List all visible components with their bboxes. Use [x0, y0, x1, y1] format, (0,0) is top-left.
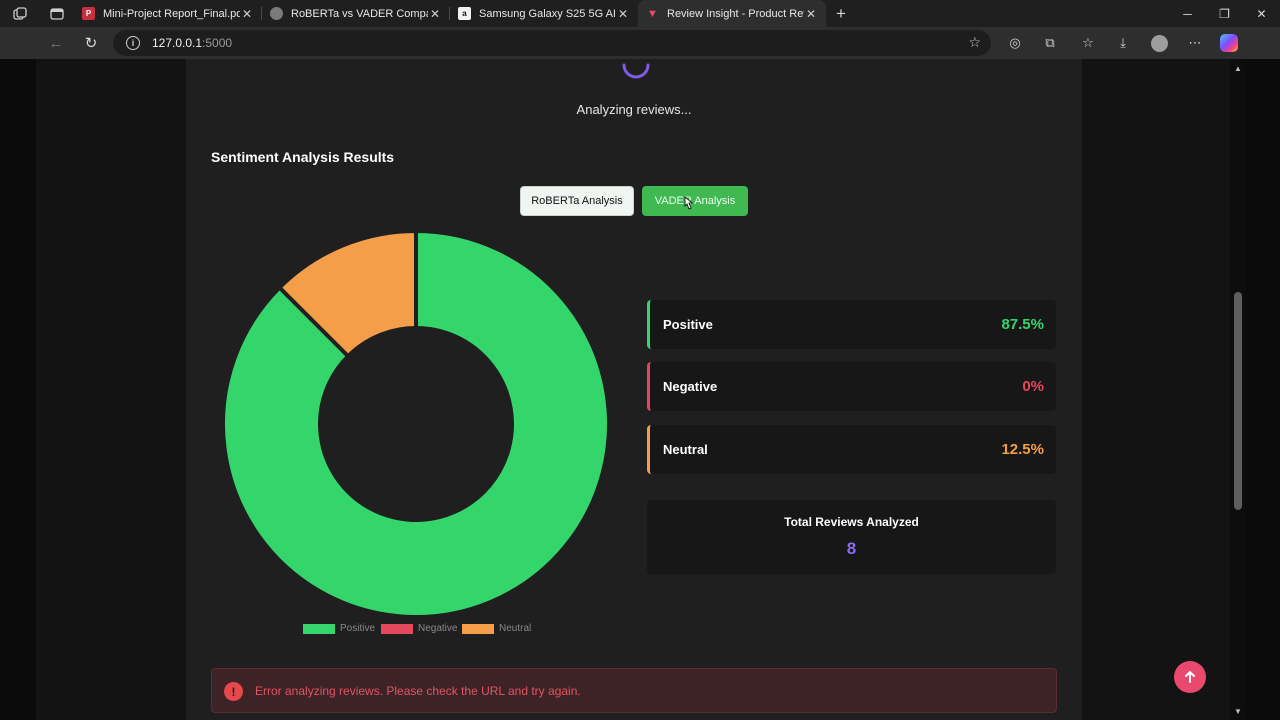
- arrow-up-icon: [1185, 671, 1195, 683]
- error-alert: ! Error analyzing reviews. Please check …: [211, 668, 1057, 713]
- viewport-margin-right: [1246, 59, 1280, 720]
- results-container: Analyzing reviews... Sentiment Analysis …: [186, 59, 1082, 720]
- more-menu-icon[interactable]: ⋯: [1188, 35, 1202, 50]
- viewport-margin-left: [0, 59, 36, 720]
- new-tab-button[interactable]: +: [836, 3, 846, 23]
- loading-spinner: [622, 63, 650, 79]
- tab-amazon-product[interactable]: a Samsung Galaxy S25 5G AI Smartphone ✕: [450, 0, 638, 27]
- negative-stat-card: Negative 0%: [647, 362, 1056, 411]
- tab-review-insight[interactable]: ▼ Review Insight - Product Reviews ✕: [638, 0, 826, 27]
- total-label: Total Reviews Analyzed: [784, 515, 919, 529]
- copilot-icon[interactable]: [1218, 33, 1240, 53]
- browser-toolbar: ← ↻ i 127.0.0.1:5000 ☆ ◎ ⧉ ☆ ⤓ ⋯: [0, 27, 1280, 59]
- scroll-up-icon[interactable]: ▲: [1234, 63, 1242, 73]
- minimize-icon[interactable]: ─: [1183, 6, 1192, 21]
- sentiment-donut-chart: [223, 229, 611, 619]
- stat-value: 87.5%: [1001, 316, 1044, 333]
- pdf-icon: P: [82, 7, 95, 20]
- site-info-icon[interactable]: i: [126, 36, 140, 50]
- amazon-icon: a: [458, 7, 471, 20]
- back-to-top-button[interactable]: [1174, 661, 1206, 693]
- stat-value: 0%: [1022, 378, 1044, 395]
- tab-comparison[interactable]: RoBERTa vs VADER Comparison ✕: [262, 0, 450, 27]
- page-scrollbar[interactable]: ▲ ▼: [1230, 59, 1246, 720]
- browser-tab-bar: P Mini-Project Report_Final.pdf ✕ RoBERT…: [0, 0, 1280, 27]
- tab-actions-icon[interactable]: [40, 0, 74, 27]
- tab-title: RoBERTa vs VADER Comparison: [291, 7, 428, 20]
- scroll-thumb[interactable]: [1234, 292, 1242, 510]
- legend-swatch: [381, 623, 413, 634]
- profile-icon[interactable]: [1148, 33, 1170, 53]
- extensions-icon[interactable]: ⧉: [1045, 35, 1055, 50]
- total-value: 8: [846, 539, 857, 558]
- legend-label: Positive: [340, 623, 376, 634]
- legend-swatch: [462, 623, 494, 634]
- close-window-icon[interactable]: ✕: [1256, 6, 1267, 21]
- close-tab-icon[interactable]: ✕: [241, 6, 253, 21]
- back-icon[interactable]: ←: [48, 34, 64, 52]
- tab-pdf-report[interactable]: P Mini-Project Report_Final.pdf ✕: [74, 0, 262, 27]
- address-bar[interactable]: i 127.0.0.1:5000 ☆: [113, 30, 991, 56]
- roberta-analysis-button[interactable]: RoBERTa Analysis: [520, 186, 634, 216]
- tab-title: Mini-Project Report_Final.pdf: [103, 7, 240, 20]
- legend-item-positive[interactable]: Positive: [303, 623, 375, 634]
- close-tab-icon[interactable]: ✕: [805, 6, 817, 21]
- globe-icon: [270, 7, 283, 20]
- mouse-cursor-icon: [684, 196, 694, 210]
- tab-title: Samsung Galaxy S25 5G AI Smartphone: [479, 7, 616, 20]
- legend-label: Neutral: [499, 623, 532, 634]
- total-reviews-card: Total Reviews Analyzed 8: [647, 500, 1056, 574]
- stat-label: Positive: [663, 317, 713, 332]
- legend-label: Negative: [418, 623, 458, 634]
- positive-stat-card: Positive 87.5%: [647, 300, 1056, 349]
- refresh-icon[interactable]: ↻: [84, 35, 98, 52]
- filter-icon: ▼: [647, 7, 658, 20]
- downloads-icon[interactable]: ⤓: [1120, 35, 1126, 50]
- page-gutter-left: [36, 59, 186, 720]
- url-text: 127.0.0.1:5000: [152, 36, 233, 50]
- donut-slice-neutral[interactable]: [276, 229, 418, 359]
- restore-icon[interactable]: ❐: [1219, 6, 1230, 21]
- close-tab-icon[interactable]: ✕: [617, 6, 629, 21]
- section-title: Sentiment Analysis Results: [211, 149, 395, 165]
- error-message: Error analyzing reviews. Please check th…: [255, 684, 581, 698]
- donut-slice-positive[interactable]: [223, 229, 611, 619]
- window-controls: ─ ❐ ✕: [1169, 0, 1280, 27]
- error-icon: !: [224, 682, 243, 701]
- stat-label: Neutral: [663, 442, 708, 457]
- scroll-down-icon[interactable]: ▼: [1234, 706, 1242, 716]
- neutral-stat-card: Neutral 12.5%: [647, 425, 1056, 474]
- vader-analysis-button[interactable]: VADER Analysis: [642, 186, 748, 216]
- tab-title: Review Insight - Product Reviews: [667, 7, 804, 20]
- stat-label: Negative: [663, 379, 718, 394]
- stat-value: 12.5%: [1001, 441, 1044, 458]
- legend-item-neutral[interactable]: Neutral: [462, 623, 531, 634]
- legend-item-negative[interactable]: Negative: [381, 623, 457, 634]
- legend-swatch: [303, 623, 335, 634]
- favorites-icon[interactable]: ☆: [1082, 35, 1094, 50]
- favorite-star-icon[interactable]: ☆: [968, 34, 981, 50]
- loading-text: Analyzing reviews...: [576, 102, 692, 117]
- page-viewport: Analyzing reviews... Sentiment Analysis …: [0, 59, 1280, 720]
- page-gutter-right: [1082, 59, 1230, 720]
- workspaces-icon[interactable]: [0, 0, 40, 27]
- browser-essentials-icon[interactable]: ◎: [1009, 35, 1021, 50]
- close-tab-icon[interactable]: ✕: [429, 6, 441, 21]
